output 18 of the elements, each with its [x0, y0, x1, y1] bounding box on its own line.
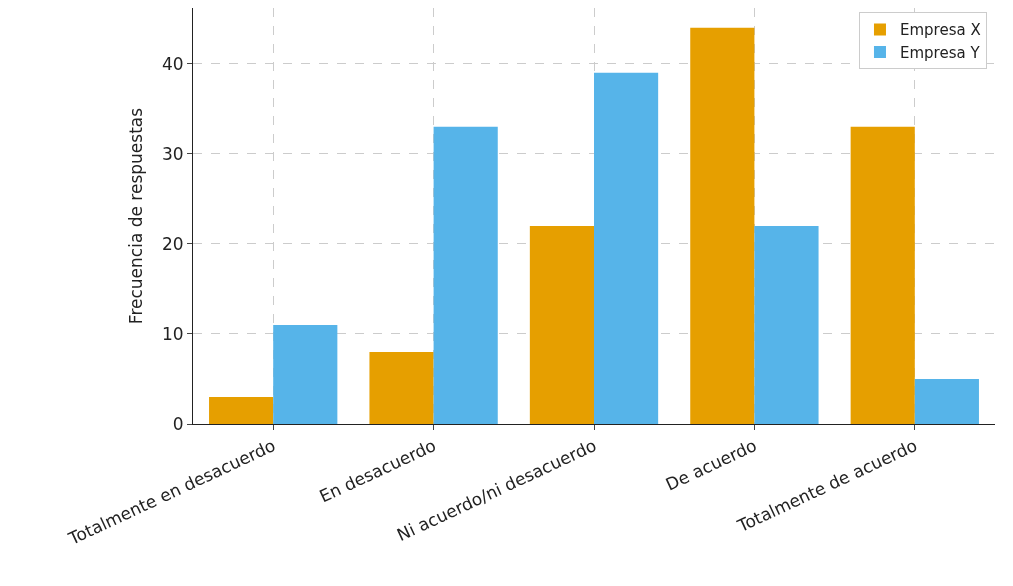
bar — [690, 27, 755, 424]
y-tick-label: 30 — [161, 143, 184, 164]
bar — [594, 72, 659, 424]
legend-label: Empresa X — [899, 21, 981, 40]
y-axis-title: Frecuencia de respuestas — [125, 107, 146, 325]
bar — [529, 225, 594, 424]
bar — [754, 225, 819, 424]
bar — [914, 378, 979, 424]
bar — [369, 351, 434, 424]
legend-label: Empresa Y — [899, 43, 981, 62]
y-tick-label: 20 — [161, 233, 184, 254]
y-tick-label: 10 — [161, 323, 184, 344]
bar — [273, 324, 338, 424]
y-tick-label: 0 — [172, 413, 184, 434]
y-tick-label: 40 — [161, 53, 184, 74]
bar — [209, 396, 274, 424]
bar — [850, 126, 915, 424]
bar — [433, 126, 498, 424]
